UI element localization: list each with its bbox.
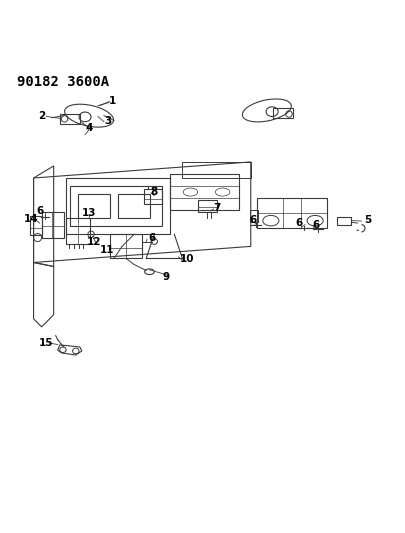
Text: 3: 3 [104, 116, 112, 126]
Text: 11: 11 [100, 245, 114, 255]
Text: 14: 14 [24, 214, 39, 224]
Bar [70, 186, 162, 227]
Text: 9: 9 [163, 272, 170, 282]
Bar [30, 216, 43, 235]
Bar [66, 218, 90, 244]
Text: 6: 6 [249, 215, 257, 225]
Bar [78, 194, 110, 218]
Text: 10: 10 [180, 254, 194, 264]
Bar [110, 235, 142, 259]
Bar [337, 216, 351, 225]
Bar [144, 189, 162, 204]
Bar [257, 198, 327, 228]
Text: 13: 13 [82, 208, 96, 219]
Bar [60, 114, 80, 124]
Bar [42, 212, 64, 238]
Text: 4: 4 [85, 123, 93, 133]
Bar [171, 174, 239, 210]
Text: 6: 6 [37, 206, 44, 216]
Text: 7: 7 [213, 203, 220, 213]
Bar [273, 108, 293, 118]
Text: 12: 12 [87, 237, 101, 247]
Text: 15: 15 [39, 338, 54, 348]
Bar [182, 162, 251, 178]
Text: 6: 6 [149, 233, 156, 244]
Text: 5: 5 [364, 215, 371, 225]
Text: 1: 1 [109, 96, 115, 106]
Text: 2: 2 [38, 111, 45, 122]
Bar [118, 194, 150, 218]
Bar [250, 210, 258, 222]
Bar [198, 200, 217, 212]
Text: 8: 8 [151, 187, 158, 197]
Text: 90182 3600A: 90182 3600A [17, 76, 110, 90]
Text: 6: 6 [295, 219, 303, 229]
Text: 6: 6 [313, 220, 320, 230]
